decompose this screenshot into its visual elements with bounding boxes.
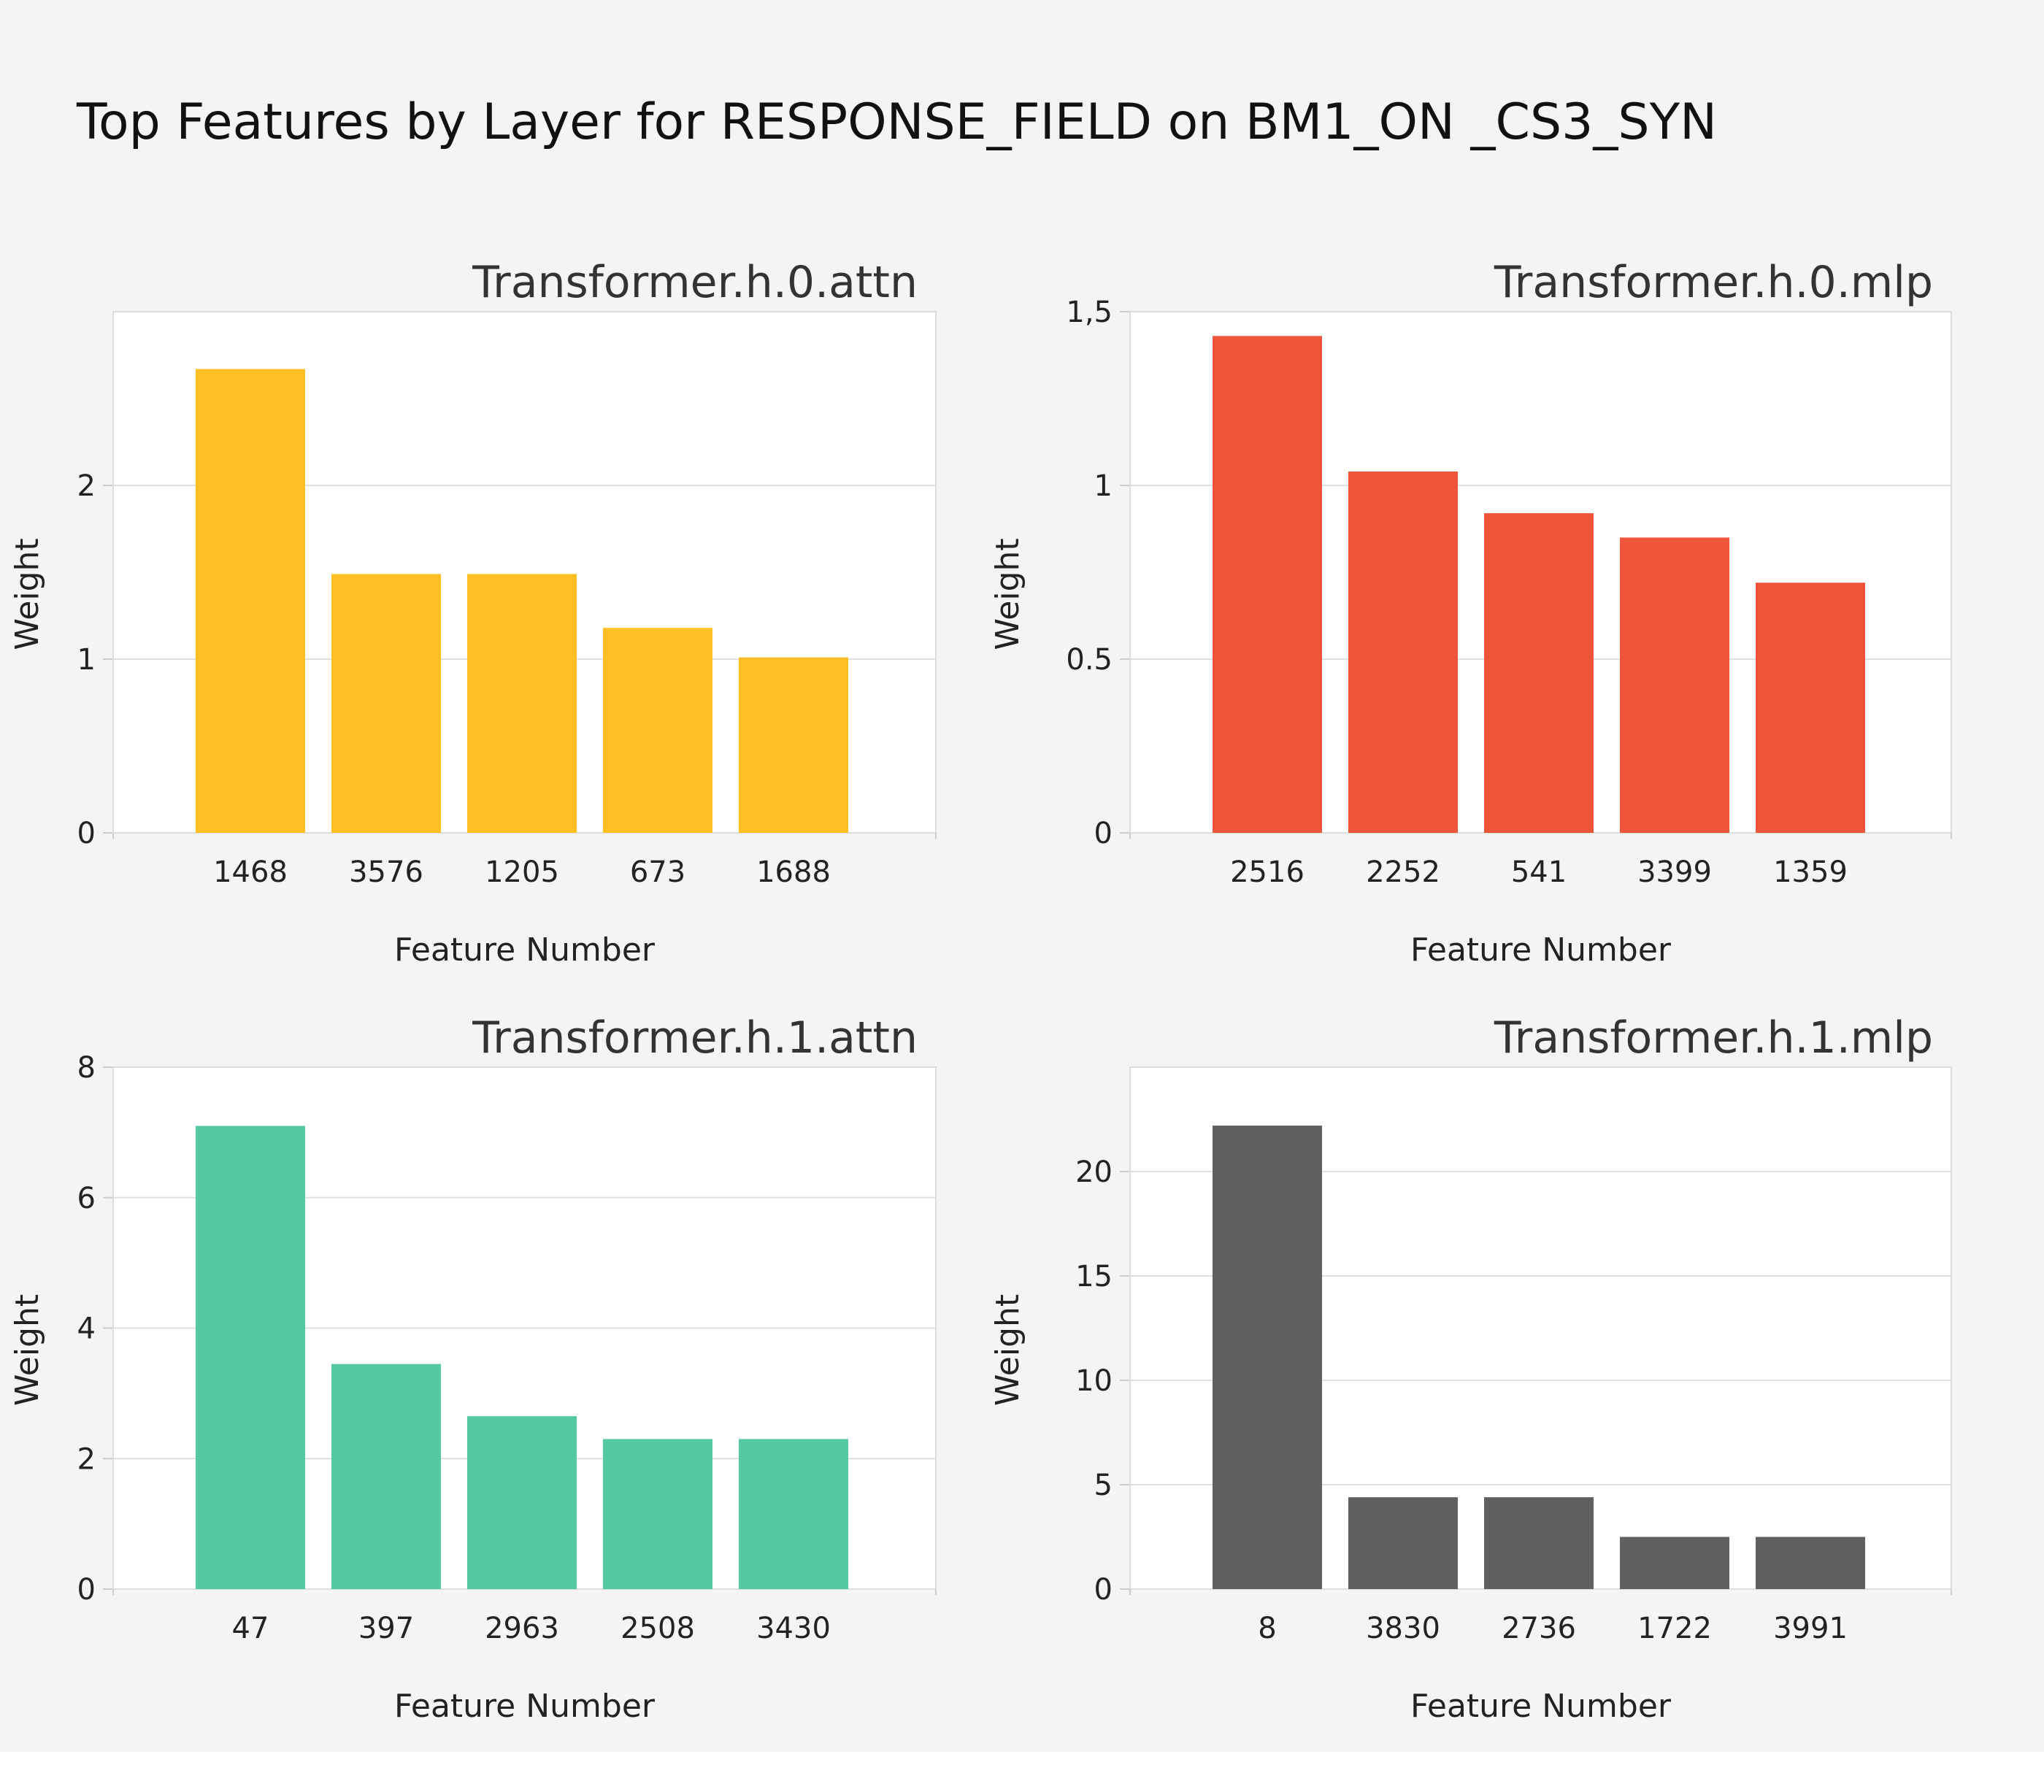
y-tick-label: 0 [77, 817, 96, 850]
bar [1484, 513, 1594, 833]
x-tick-label: 2736 [1502, 1612, 1576, 1645]
y-tick-label: 5 [1094, 1469, 1113, 1502]
bar [331, 1364, 441, 1589]
x-tick-label: 1722 [1637, 1612, 1712, 1645]
bar [603, 1439, 712, 1589]
x-tick-label: 2508 [620, 1612, 695, 1645]
y-tick-label: 4 [77, 1312, 96, 1346]
x-tick-label: 3991 [1773, 1612, 1848, 1645]
x-tick-label: 3399 [1637, 855, 1712, 889]
bar [1213, 1126, 1322, 1589]
y-tick-label: 0 [77, 1573, 96, 1607]
bar [739, 1439, 848, 1589]
x-tick-label: 541 [1511, 855, 1567, 889]
bar [1620, 537, 1729, 833]
y-axis-label: Weight [9, 1294, 46, 1406]
x-axis-label: Feature Number [1410, 1688, 1672, 1725]
y-axis-label: Weight [989, 538, 1026, 650]
subplot-title: Transformer.h.1.attn [472, 1012, 918, 1064]
y-tick-label: 6 [77, 1182, 96, 1215]
x-tick-label: 673 [630, 855, 685, 889]
subplot-title: Transformer.h.0.mlp [1494, 257, 1933, 308]
chart-panel-3: 0 2 4 6 8 47 397 2963 2508 3430 Transformer.h.1.at… [9, 1012, 937, 1725]
x-tick-label: 2963 [485, 1612, 559, 1645]
bar [467, 574, 577, 833]
x-tick-label: 3830 [1366, 1612, 1440, 1645]
x-tick-label: 2252 [1366, 855, 1440, 889]
y-tick-label: 2 [77, 1442, 96, 1476]
y-tick-label: 10 [1075, 1364, 1113, 1398]
x-axis-label: Feature Number [394, 1688, 656, 1725]
bar [603, 628, 712, 833]
bar [1620, 1537, 1729, 1589]
x-tick-label: 47 [232, 1612, 269, 1645]
bar [196, 1126, 305, 1589]
figure-title: Top Features by Layer for RESPONSE_FIELD… [77, 93, 1717, 151]
y-tick-label: 15 [1075, 1260, 1113, 1293]
bar [196, 369, 305, 833]
x-tick-label: 1468 [213, 855, 288, 889]
chart-panel-2: 0 0.5 1 1,5 2516 2252 541 3399 1359 Transformer.h… [989, 257, 1952, 969]
y-tick-label: 0 [1094, 1573, 1113, 1607]
y-tick-label: 1 [1094, 469, 1113, 503]
x-tick-label: 1359 [1773, 855, 1848, 889]
bar [467, 1416, 577, 1589]
y-tick-label: 0 [1094, 817, 1113, 850]
chart-panel-1: 0 1 2 1468 3576 1205 673 1688 Transformer.h.0.at… [9, 257, 937, 969]
x-tick-label: 1205 [485, 855, 559, 889]
subplot-title: Transformer.h.0.attn [472, 257, 918, 308]
y-axis-label: Weight [989, 1294, 1026, 1406]
bar [331, 574, 441, 833]
x-tick-label: 1688 [756, 855, 831, 889]
x-axis-label: Feature Number [1410, 931, 1672, 969]
bar [1756, 1537, 1865, 1589]
x-tick-label: 397 [358, 1612, 414, 1645]
bar [1348, 471, 1458, 833]
bar [1756, 582, 1865, 833]
chart-panel-4: 0 5 10 15 20 8 3830 2736 1722 3991 Transformer.h.1… [989, 1012, 1952, 1725]
x-tick-label: 8 [1258, 1612, 1276, 1645]
bar [1213, 336, 1322, 833]
subplot-title: Transformer.h.1.mlp [1494, 1012, 1933, 1064]
figure: Top Features by Layer for RESPONSE_FIELD… [0, 0, 2044, 1752]
y-tick-label: 20 [1075, 1155, 1113, 1189]
y-tick-label: 2 [77, 469, 96, 503]
y-tick-label: 8 [77, 1051, 96, 1085]
bar [739, 657, 848, 833]
x-tick-label: 2516 [1230, 855, 1305, 889]
y-tick-label: 1 [77, 643, 96, 677]
y-tick-label: 0.5 [1066, 643, 1113, 677]
y-axis-label: Weight [9, 538, 46, 650]
x-tick-label: 3430 [756, 1612, 831, 1645]
bar [1348, 1497, 1458, 1589]
x-tick-label: 3576 [349, 855, 423, 889]
x-axis-label: Feature Number [394, 931, 656, 969]
bar [1484, 1497, 1594, 1589]
y-tick-label: 1,5 [1066, 296, 1113, 329]
